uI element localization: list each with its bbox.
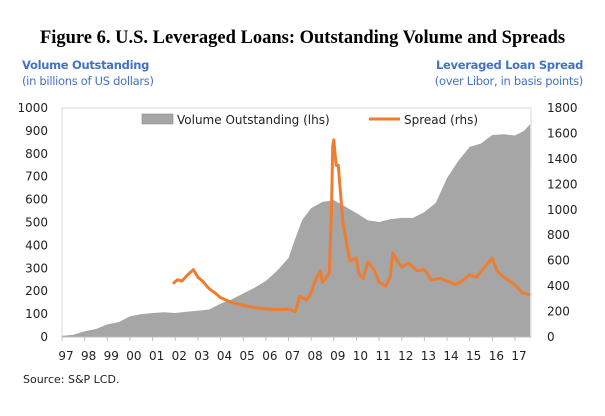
x-tick-label: 07	[285, 349, 300, 363]
x-tick-label: 99	[104, 349, 119, 363]
x-tick-label: 06	[262, 349, 277, 363]
chart-title: Figure 6. U.S. Leveraged Loans: Outstand…	[39, 28, 566, 48]
left-y-tick-label: 400	[25, 238, 48, 252]
left-y-tick-label: 200	[25, 284, 48, 298]
left-axis-label: Volume Outstanding	[22, 58, 150, 72]
x-tick-label: 08	[308, 349, 323, 363]
left-y-tick-label: 900	[25, 124, 48, 138]
right-y-tick-label: 200	[547, 305, 570, 319]
right-y-tick-label: 1400	[547, 152, 578, 166]
volume-outstanding-area	[62, 124, 531, 337]
right-y-tick-label: 0	[547, 330, 555, 344]
right-y-tick-label: 1800	[547, 101, 578, 115]
x-tick-label: 12	[398, 349, 413, 363]
left-y-tick-label: 600	[25, 193, 48, 207]
x-tick-label: 17	[511, 349, 526, 363]
legend-label-volume: Volume Outstanding (lhs)	[177, 113, 330, 127]
x-tick-label: 02	[172, 349, 187, 363]
x-tick-label: 10	[353, 349, 368, 363]
legend-label-spread: Spread (rhs)	[404, 113, 478, 127]
x-tick-label: 01	[149, 349, 164, 363]
x-tick-label: 00	[126, 349, 141, 363]
x-tick-label: 05	[240, 349, 255, 363]
right-y-tick-label: 600	[547, 254, 570, 268]
right-axis-label: Leveraged Loan Spread	[436, 58, 583, 72]
left-y-tick-label: 500	[25, 216, 48, 230]
right-y-tick-label: 1000	[547, 203, 578, 217]
x-tick-label: 98	[81, 349, 96, 363]
x-tick-label: 13	[421, 349, 436, 363]
right-y-tick-label: 400	[547, 279, 570, 293]
right-y-tick-label: 1200	[547, 177, 578, 191]
source-note: Source: S&P LCD.	[23, 373, 120, 386]
left-y-tick-label: 0	[40, 330, 48, 344]
x-tick-label: 16	[489, 349, 504, 363]
x-tick-label: 03	[194, 349, 209, 363]
right-axis-sublabel: (over Libor, in basis points)	[434, 74, 584, 88]
right-y-tick-label: 1600	[547, 126, 578, 140]
left-axis-sublabel: (in billions of US dollars)	[22, 74, 154, 88]
x-tick-label: 14	[443, 349, 458, 363]
x-tick-label: 11	[375, 349, 390, 363]
left-y-tick-label: 300	[25, 261, 48, 275]
left-y-tick-label: 800	[25, 147, 48, 161]
left-y-tick-label: 700	[25, 170, 48, 184]
spread-line	[172, 138, 531, 314]
left-y-tick-label: 100	[25, 307, 48, 321]
right-y-tick-label: 800	[547, 228, 570, 242]
x-tick-label: 97	[58, 349, 73, 363]
x-tick-label: 04	[217, 349, 232, 363]
x-tick-label: 09	[330, 349, 345, 363]
left-y-tick-label: 1000	[17, 101, 48, 115]
x-tick-label: 15	[466, 349, 481, 363]
legend-swatch-volume	[141, 113, 174, 125]
